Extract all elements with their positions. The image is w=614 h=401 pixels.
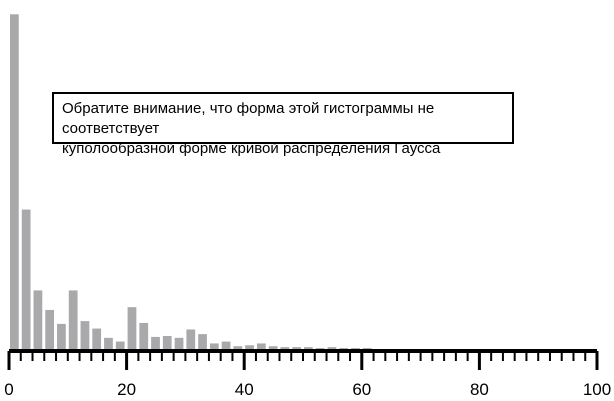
histogram-bar	[33, 290, 43, 349]
histogram-bar	[268, 346, 278, 349]
histogram-bar	[186, 329, 196, 349]
histogram-bar	[174, 337, 184, 349]
histogram-bar	[115, 341, 125, 349]
histogram-bar	[221, 341, 231, 349]
histogram-bar	[362, 348, 372, 349]
histogram-bar	[351, 348, 360, 349]
x-tick-label: 0	[4, 380, 13, 399]
histogram-bar	[245, 345, 254, 349]
histogram-bar	[104, 337, 113, 349]
histogram-bar	[233, 346, 243, 349]
histogram-bar	[10, 14, 19, 349]
histogram-bar	[92, 328, 102, 349]
histogram-bar	[68, 290, 78, 349]
histogram-bar	[339, 348, 349, 349]
histogram-bar	[292, 347, 301, 349]
histogram-bar	[139, 322, 149, 349]
x-axis-tick-labels: 0 20 40 60 80 100	[4, 380, 611, 399]
x-tick-label: 80	[470, 380, 489, 399]
histogram-bar	[209, 343, 219, 349]
histogram-bar	[327, 347, 337, 349]
histogram-bar	[127, 307, 137, 349]
histogram-bar	[256, 343, 266, 349]
x-tick-label: 20	[117, 380, 136, 399]
annotation-line-1: Обратите внимание, что форма этой гистог…	[62, 100, 435, 137]
x-tick-label: 60	[352, 380, 371, 399]
histogram-bar	[151, 336, 160, 349]
histogram-bar	[280, 347, 290, 349]
histogram-bar	[162, 335, 172, 349]
histogram-bar	[315, 348, 325, 349]
histogram-bar	[21, 209, 31, 349]
annotation-box: Обратите внимание, что форма этой гистог…	[52, 92, 514, 157]
histogram-bar	[304, 347, 313, 349]
bars-group	[10, 14, 372, 349]
annotation-line-2: куполообразной форме кривой распределени…	[62, 140, 441, 157]
histogram-bar	[45, 309, 55, 349]
histogram-bar	[57, 323, 66, 349]
histogram-bar	[80, 321, 90, 349]
x-tick-label: 100	[583, 380, 611, 399]
histogram-bar	[198, 334, 207, 349]
x-tick-label: 40	[235, 380, 254, 399]
x-axis-ticks	[7, 351, 599, 370]
